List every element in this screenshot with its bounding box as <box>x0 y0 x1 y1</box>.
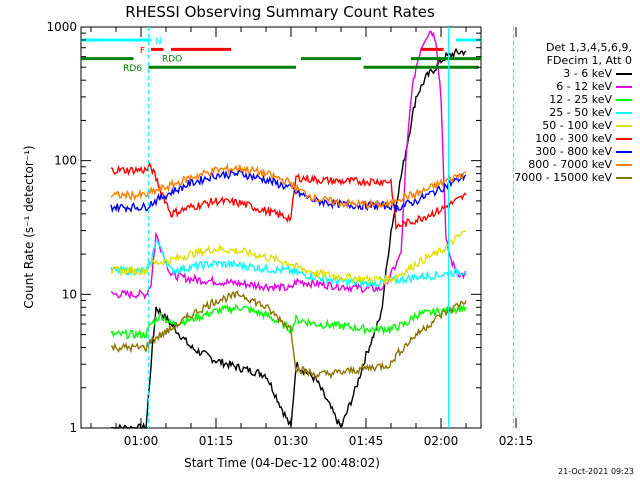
legend-item: 100 - 300 keV <box>482 132 632 145</box>
y-tick-label: 1000 <box>46 20 77 34</box>
legend-header-line: FDecim 1, Att 0 <box>546 54 632 67</box>
x-axis-label: Start Time (04-Dec-12 00:48:02) <box>184 456 380 470</box>
series-line <box>110 290 467 381</box>
legend-label: 7000 - 15000 keV <box>514 171 612 184</box>
footer-date: 21-Oct-2021 09:23 <box>558 467 634 476</box>
legend-swatch <box>616 86 632 88</box>
plot-frame <box>80 26 482 429</box>
legend-item: 3 - 6 keV <box>482 67 632 80</box>
legend-label: 25 - 50 keV <box>549 106 612 119</box>
series-line <box>110 230 467 286</box>
legend-label: 300 - 800 keV <box>535 145 612 158</box>
series-line <box>110 161 467 231</box>
series-layer <box>110 30 467 429</box>
y-tick-label: 10 <box>62 287 77 301</box>
chart-title: RHESSI Observing Summary Count Rates <box>125 3 435 21</box>
legend-swatch <box>616 151 632 153</box>
legend: Det 1,3,4,5,6,9, FDecim 1, Att 0 3 - 6 k… <box>482 41 632 184</box>
legend-swatch <box>616 112 632 114</box>
state-label: F <box>140 46 145 56</box>
legend-swatch <box>616 99 632 101</box>
x-tick-label: 01:00 <box>124 434 159 448</box>
legend-item: 6 - 12 keV <box>482 80 632 93</box>
axes: 1 10 100 1000 01:00 01:15 01:30 01:45 02:00 02:15 <box>46 20 533 448</box>
legend-item: 300 - 800 keV <box>482 145 632 158</box>
x-tick-label: 02:00 <box>424 434 459 448</box>
legend-label: 12 - 25 keV <box>549 93 612 106</box>
series-line <box>110 239 467 289</box>
x-tick-label: 02:15 <box>499 434 534 448</box>
legend-swatch <box>616 73 632 75</box>
y-tick-label: 100 <box>54 154 77 168</box>
legend-item: 12 - 25 keV <box>482 93 632 106</box>
series-line <box>110 168 467 214</box>
legend-label: 3 - 6 keV <box>563 67 612 80</box>
legend-swatch <box>616 164 632 166</box>
legend-item: 800 - 7000 keV <box>482 158 632 171</box>
x-tick-label: 01:30 <box>274 434 309 448</box>
state-label: N <box>155 37 162 47</box>
legend-swatch <box>616 177 632 179</box>
legend-item: 7000 - 15000 keV <box>482 171 632 184</box>
y-axis-label: Count Rate (s⁻¹ detector⁻¹) <box>22 145 36 308</box>
legend-header-line: Det 1,3,4,5,6,9, <box>545 41 632 54</box>
legend-label: 800 - 7000 keV <box>528 158 612 171</box>
state-label: RD6 <box>123 64 142 74</box>
x-tick-label: 01:15 <box>199 434 234 448</box>
series-line <box>110 303 467 340</box>
legend-label: 100 - 300 keV <box>535 132 612 145</box>
series-line <box>110 30 467 301</box>
series-line <box>110 162 466 210</box>
state-label: RDO <box>162 55 182 65</box>
legend-label: 50 - 100 keV <box>542 119 612 132</box>
plot-area <box>80 26 482 429</box>
vertical-markers <box>148 27 514 428</box>
legend-item: 50 - 100 keV <box>482 119 632 132</box>
y-tick-label: 1 <box>69 421 77 435</box>
legend-item: 25 - 50 keV <box>482 106 632 119</box>
x-tick-label: 01:45 <box>349 434 384 448</box>
legend-label: 6 - 12 keV <box>556 80 612 93</box>
legend-swatch <box>616 125 632 127</box>
state-bars: NF RDO RD6 <box>81 37 481 74</box>
legend-swatch <box>616 138 632 140</box>
